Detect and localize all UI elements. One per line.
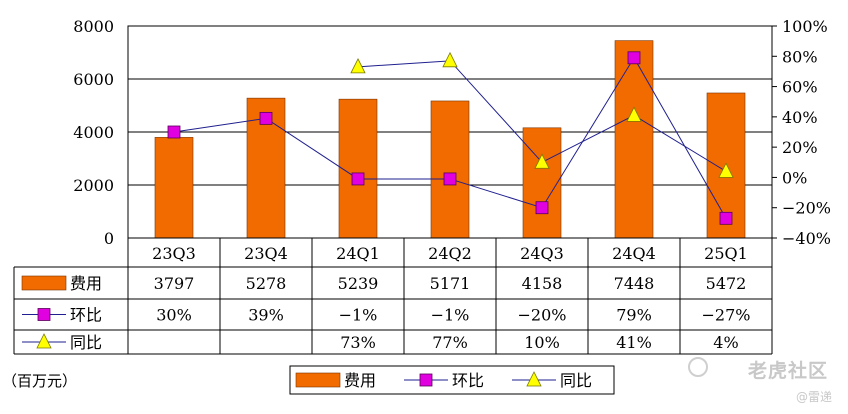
bar-series	[154, 40, 746, 239]
data-label: 30%	[156, 306, 192, 325]
y-right-tick-label: −40%	[782, 229, 831, 248]
axes: 0 2000 4000 6000 8000 −40% −20% 0% 20% 40% 60% 80% 1…	[73, 17, 831, 248]
data-label: −20%	[518, 306, 567, 325]
data-label: −1%	[431, 306, 470, 325]
data-label: 5472	[706, 274, 747, 293]
data-label: −27%	[702, 306, 751, 325]
x-tick-label: 25Q1	[704, 244, 748, 263]
bar	[430, 100, 470, 239]
data-label: 79%	[616, 306, 652, 325]
point	[351, 172, 365, 186]
y-left-tick-label: 6000	[73, 70, 114, 89]
watermark-logo-icon	[688, 357, 708, 377]
y-left-tick-label: 0	[104, 229, 114, 248]
point	[167, 125, 181, 139]
legend-box	[289, 365, 615, 395]
data-label: 77%	[432, 333, 468, 352]
legend-label: 费用	[344, 371, 376, 390]
y-right-tick-label: 60%	[782, 78, 818, 97]
x-tick-label: 24Q4	[612, 244, 656, 263]
data-label: 5171	[430, 274, 471, 293]
data-table: 23Q3 23Q4 24Q1 24Q2 24Q3 24Q4 25Q1 费用 3797 5278 52…	[13, 237, 773, 355]
data-label: 41%	[616, 333, 652, 352]
legend-label: 环比	[452, 371, 484, 390]
y-left-tick-label: 2000	[73, 176, 114, 195]
data-label: 39%	[248, 306, 284, 325]
data-label: 5278	[246, 274, 287, 293]
x-tick-label: 23Q4	[244, 244, 288, 263]
x-tick-label: 24Q3	[520, 244, 564, 263]
x-tick-label: 23Q3	[152, 244, 196, 263]
y-left-tick-label: 4000	[73, 123, 114, 142]
data-label: 73%	[340, 333, 376, 352]
legend-marker	[419, 373, 433, 387]
y-right-tick-label: 80%	[782, 47, 818, 66]
y-right-tick-label: 40%	[782, 108, 818, 127]
table-row-header: 同比	[70, 333, 102, 352]
legend-key	[295, 372, 341, 388]
bar	[522, 127, 562, 239]
unit-note: （百万元）	[2, 372, 77, 390]
data-label: 4158	[522, 274, 563, 293]
bar	[154, 137, 194, 239]
legend-marker	[37, 308, 51, 321]
y-right-tick-label: 100%	[782, 17, 828, 36]
data-label: 7448	[614, 274, 655, 293]
point	[350, 57, 366, 74]
x-tick-label: 24Q1	[336, 244, 380, 263]
data-label: 4%	[713, 333, 738, 352]
line-series	[167, 51, 734, 225]
y-right-tick-label: 20%	[782, 138, 818, 157]
legend-label: 同比	[560, 371, 592, 390]
data-label: 5239	[338, 274, 379, 293]
point	[443, 172, 457, 186]
legend-marker	[526, 371, 542, 387]
watermark-sub: @雷递	[795, 390, 832, 404]
data-label: −1%	[339, 306, 378, 325]
table-row-header: 环比	[70, 306, 102, 325]
data-label: 3797	[154, 274, 195, 293]
y-right-tick-label: −20%	[782, 199, 831, 218]
point	[718, 162, 734, 178]
point	[442, 51, 458, 68]
watermark-text: 老虎社区	[747, 360, 828, 382]
legend-key	[21, 275, 67, 291]
point	[627, 51, 641, 65]
point	[534, 153, 550, 169]
point	[626, 106, 642, 122]
data-label: 10%	[524, 333, 560, 352]
bar	[338, 98, 378, 239]
bar	[614, 40, 654, 239]
legend: 费用 环比 同比	[289, 365, 615, 395]
y-right-tick-label: 0%	[782, 168, 807, 187]
point	[259, 111, 273, 125]
y-left-tick-label: 8000	[73, 17, 114, 36]
point	[719, 211, 733, 225]
point	[535, 201, 549, 215]
table-row-header: 费用	[70, 274, 102, 293]
legend-marker	[36, 333, 52, 349]
x-tick-label: 24Q2	[428, 244, 472, 263]
